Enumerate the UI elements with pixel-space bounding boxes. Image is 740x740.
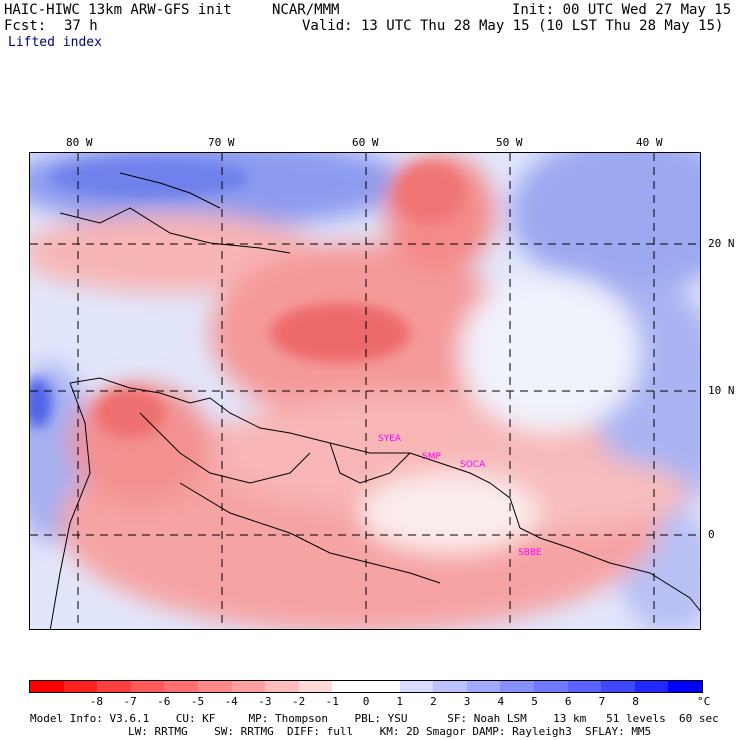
colorbar-swatch xyxy=(63,681,98,692)
colorbar-tick-label: -2 xyxy=(291,695,306,708)
station-sbbe: SBBE xyxy=(518,548,542,558)
red-region-caribbean xyxy=(30,213,320,293)
colorbar-swatch xyxy=(365,681,400,692)
colorbar-tick-label: 0 xyxy=(362,695,370,708)
lon-label-70w: 70 W xyxy=(208,136,235,149)
border-brazil xyxy=(179,482,441,584)
colorbar-tick-label: -3 xyxy=(258,695,272,708)
coastline-brazil-northeast xyxy=(519,527,700,612)
colorbar-swatch xyxy=(332,681,366,692)
colorbar-swatch xyxy=(231,681,266,692)
colorbar-swatch xyxy=(97,681,131,692)
model-title: HAIC-HIWC 13km ARW-GFS init xyxy=(4,2,232,18)
strong-positive-core xyxy=(50,158,250,198)
colorbar-tick-label: -6 xyxy=(157,695,171,708)
colorbar-tick-label: 4 xyxy=(497,695,505,708)
colorbar-swatch xyxy=(466,681,501,692)
organization: NCAR/MMM xyxy=(272,2,340,18)
colorbar-swatch xyxy=(399,681,434,692)
colorbar-swatch xyxy=(500,681,534,692)
colorbar-swatch xyxy=(634,681,669,692)
model-info-line2: LW: RRTMG SW: RRTMG DIFF: full KM: 2D Sm… xyxy=(128,725,652,738)
station-syea: SYEA xyxy=(378,434,402,444)
colorbar-tick-label: -5 xyxy=(190,695,205,708)
colorbar-swatch xyxy=(265,681,299,692)
coastline-cuba xyxy=(119,172,221,209)
colorbar-tick-label: -4 xyxy=(224,695,238,708)
colorbar-swatch xyxy=(197,681,232,692)
colorbar-unit: °C xyxy=(697,695,711,708)
station-soca: SOCA xyxy=(460,460,486,470)
lat-label-10n: 10 N xyxy=(708,384,735,397)
field-name: Lifted index xyxy=(8,35,102,50)
forecast-label: Fcst: xyxy=(4,18,47,34)
colorbar-tick-label: -1 xyxy=(325,695,339,708)
valid-time: Valid: 13 UTC Thu 28 May 15 (10 LST Thu … xyxy=(302,18,724,34)
colorbar-swatch xyxy=(567,681,602,692)
colorbar-swatch xyxy=(164,681,198,692)
colorbar-tick-label: 5 xyxy=(531,695,538,708)
neutral-region-atlantic xyxy=(460,273,640,433)
strong-negative-venezuela xyxy=(95,388,165,438)
colorbar-tick-label: 7 xyxy=(598,695,606,708)
forecast-hour: 37 h xyxy=(64,18,98,34)
colorbar-tick-label: 2 xyxy=(430,695,437,708)
colorbar-tick-label: 3 xyxy=(463,695,471,708)
coastline-caribbean-islands xyxy=(59,207,291,254)
colorbar-swatch xyxy=(298,681,333,692)
strong-negative-northern xyxy=(395,163,465,223)
colorbar-swatch xyxy=(533,681,568,692)
colorbar-tick-label: 8 xyxy=(632,695,639,708)
colorbar-swatch xyxy=(130,681,165,692)
colorbar-tick-label: 6 xyxy=(564,695,572,708)
colorbar-swatch xyxy=(30,681,64,692)
lifted-index-map: SMP SOCA SBBE SYEA xyxy=(29,152,701,630)
lon-label-50w: 50 W xyxy=(496,136,523,149)
colorbar-tick-label: 1 xyxy=(396,695,403,708)
lon-label-80w: 80 W xyxy=(66,136,93,149)
colorbar-tick-label: -7 xyxy=(123,695,137,708)
lat-label-20n: 20 N xyxy=(708,237,735,250)
lon-label-60w: 60 W xyxy=(352,136,379,149)
colorbar-swatch xyxy=(601,681,635,692)
colorbar-tick-label: -8 xyxy=(89,695,104,708)
model-info-line1: Model Info: V3.6.1 CU: KF MP: Thompson P… xyxy=(30,712,719,725)
border-guianas xyxy=(329,442,411,484)
init-time: Init: 00 UTC Wed 27 May 15 xyxy=(512,2,732,18)
colorbar-swatch xyxy=(433,681,467,692)
colorbar xyxy=(29,680,703,693)
blue-region-northeast xyxy=(510,153,700,293)
coastline-south-america-west xyxy=(49,382,91,629)
lon-label-40w: 40 W xyxy=(636,136,663,149)
station-smp: SMP xyxy=(422,452,441,462)
border-venezuela xyxy=(139,412,311,484)
lat-label-0: 0 xyxy=(708,528,715,541)
colorbar-swatch xyxy=(668,681,702,692)
neutral-region-north-brazil xyxy=(360,473,540,553)
strong-negative-core xyxy=(270,303,410,363)
